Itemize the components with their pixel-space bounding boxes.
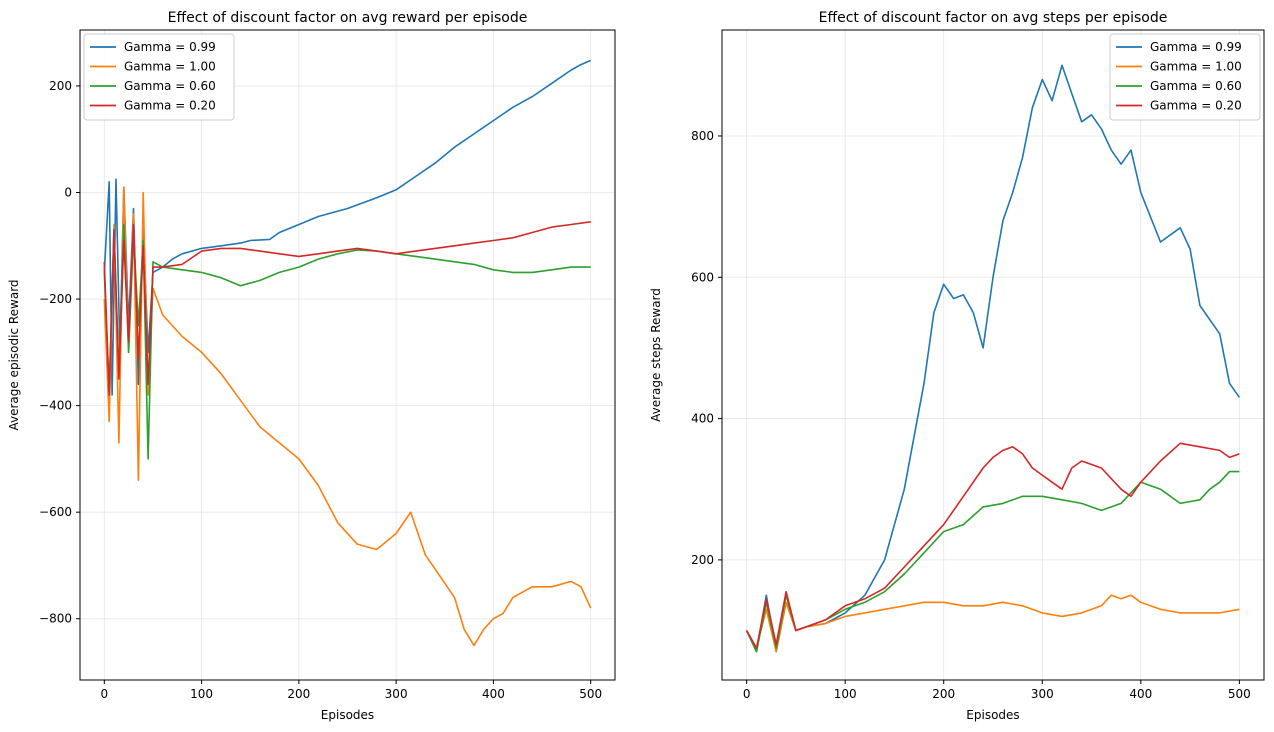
x-tick-label: 200 (932, 687, 955, 701)
y-tick-label: −400 (39, 399, 72, 413)
y-tick-label: 200 (691, 553, 714, 567)
legend: Gamma = 0.99 Gamma = 1.00 Gamma = 0.60 Gamm… (1109, 33, 1261, 121)
series-line-100 (745, 594, 1240, 653)
y-tick-label: 0 (64, 186, 72, 200)
y-tick-label: 800 (691, 129, 714, 143)
y-tick-label: −600 (39, 505, 72, 519)
y-tick-label: 600 (691, 270, 714, 284)
series-line-100 (103, 186, 592, 647)
y-tick-label: −800 (39, 612, 72, 626)
legend-label: Gamma = 0.99 (1150, 40, 1242, 54)
y-tick-label: 200 (49, 79, 72, 93)
x-tick-label: 100 (190, 687, 213, 701)
x-axis-label: Episodes (321, 708, 374, 722)
legend: Gamma = 0.99 Gamma = 1.00 Gamma = 0.60 Gamm… (83, 33, 235, 121)
series-line-099 (745, 64, 1241, 653)
y-axis-label: Average steps Reward (649, 288, 663, 422)
legend-box (1109, 33, 1261, 121)
series-line-060 (103, 223, 591, 460)
x-tick-label: 300 (385, 687, 408, 701)
x-tick-label: 100 (834, 687, 857, 701)
legend-label: Gamma = 0.99 (124, 40, 216, 54)
y-axis-label: Average episodic Reward (7, 279, 21, 430)
x-tick-label: 400 (482, 687, 505, 701)
series-line-020 (745, 442, 1240, 650)
y-tick-label: −200 (39, 292, 72, 306)
x-tick-label: 300 (1031, 687, 1054, 701)
axes-frame (79, 29, 616, 681)
legend-label: Gamma = 0.20 (124, 99, 216, 113)
x-tick-label: 400 (1129, 687, 1152, 701)
x-tick-label: 0 (743, 687, 751, 701)
chart-2: 0 100 200 300 400 500 200 400 600 800 Effect of di… (649, 10, 1265, 722)
x-tick-label: 500 (579, 687, 602, 701)
series-group (745, 64, 1241, 653)
chart-title: Effect of discount factor on avg steps p… (819, 10, 1168, 26)
x-tick-label: 0 (100, 687, 108, 701)
legend-label: Gamma = 1.00 (124, 60, 216, 74)
y-tick-label: 400 (691, 412, 714, 426)
x-tick-label: 200 (287, 687, 310, 701)
chart-1: 0 100 200 300 400 500 −800 −600 −400 −200 0 200 Effe… (7, 10, 616, 722)
series-line-020 (103, 221, 591, 396)
chart-title: Effect of discount factor on avg reward … (168, 10, 528, 26)
legend-label: Gamma = 1.00 (1150, 60, 1242, 74)
x-tick-label: 500 (1228, 687, 1251, 701)
legend-label: Gamma = 0.60 (124, 79, 216, 93)
x-axis-label: Episodes (966, 708, 1019, 722)
legend-box (83, 33, 235, 121)
axes-frame (721, 29, 1265, 681)
legend-label: Gamma = 0.60 (1150, 79, 1242, 93)
legend-label: Gamma = 0.20 (1150, 99, 1242, 113)
series-group (103, 59, 592, 647)
